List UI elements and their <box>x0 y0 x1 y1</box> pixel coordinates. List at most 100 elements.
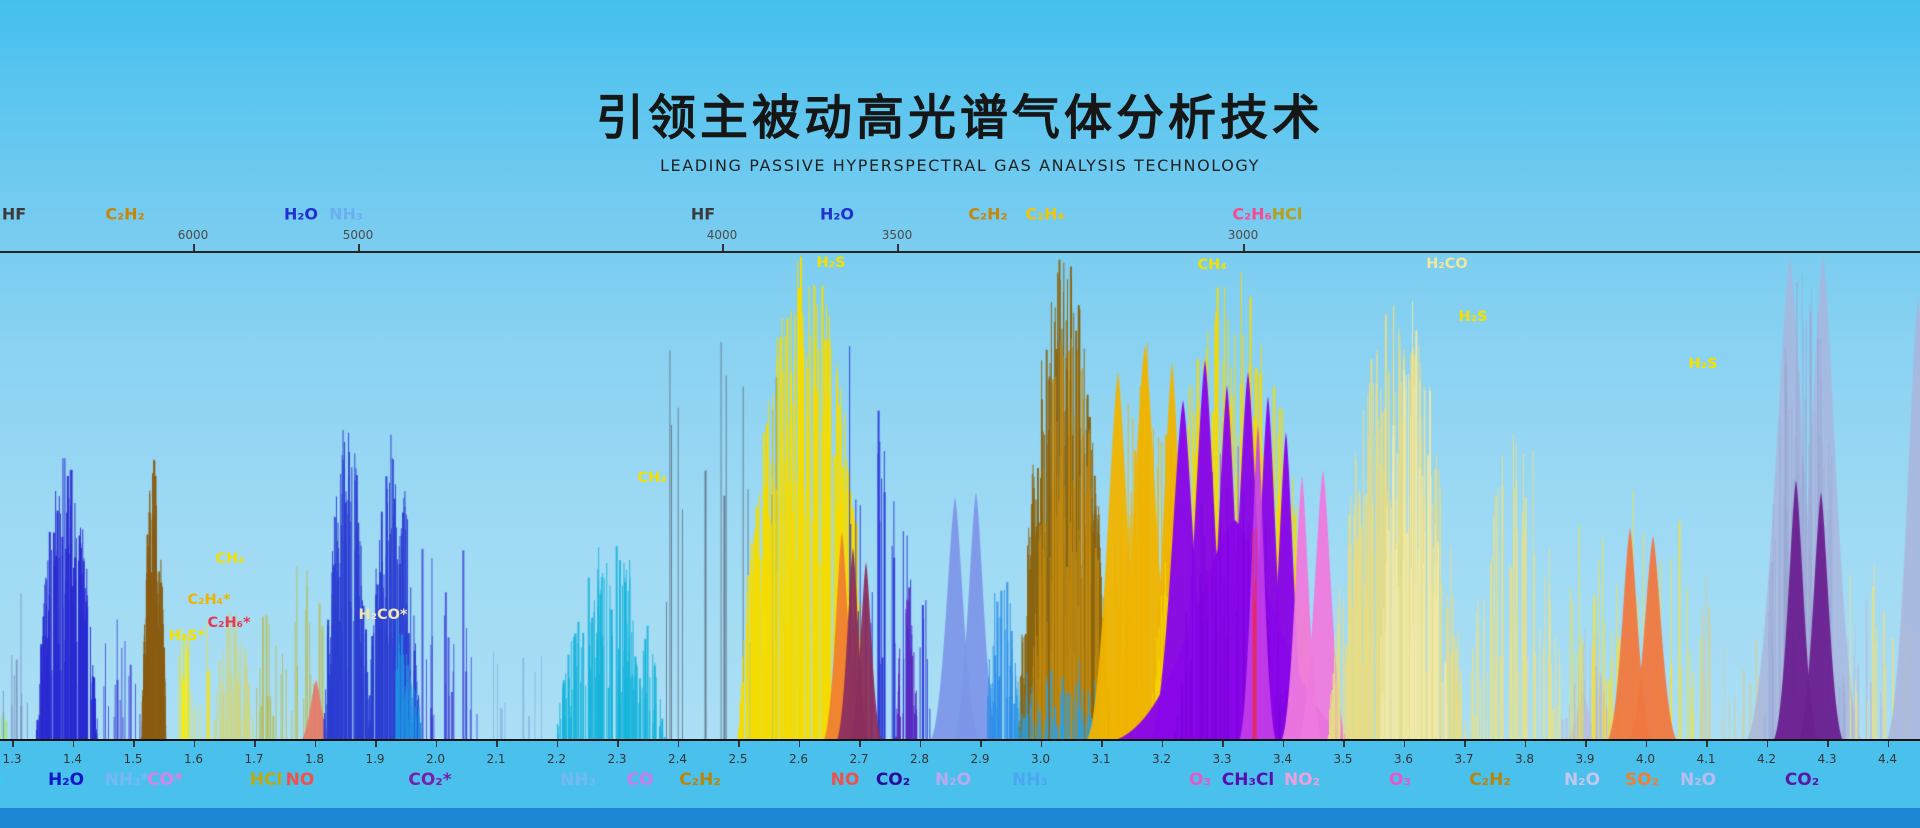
bottom-tick-mark <box>1827 741 1829 747</box>
bottom-tick-label: 2.8 <box>909 752 930 766</box>
bottom-gas-label: NH₃ <box>560 770 596 790</box>
bottom-tick-label: 2.0 <box>425 752 446 766</box>
bottom-tick-label: 1.8 <box>304 752 325 766</box>
top-tick-mark <box>897 244 899 251</box>
bottom-tick-mark <box>1524 741 1526 747</box>
bottom-tick-mark <box>556 741 558 747</box>
chart-gas-label: H₂S* <box>168 628 206 644</box>
top-gas-label: C₂H₂ <box>105 204 145 224</box>
bottom-gas-label: CO₂ <box>875 770 911 790</box>
bottom-tick-mark <box>1706 741 1708 747</box>
bottom-tick-mark <box>617 741 619 747</box>
bottom-tick-mark <box>1222 741 1224 747</box>
bottom-tick-label: 3.6 <box>1393 752 1414 766</box>
chart-gas-label: CH₄ <box>215 551 245 567</box>
bottom-gas-label: HCl <box>249 770 283 790</box>
bottom-tick-label: 3.3 <box>1212 752 1232 766</box>
bottom-tick-label: 4.1 <box>1696 752 1716 766</box>
top-tick-label: 3500 <box>881 228 913 242</box>
chart-gas-label: C₂H₆* <box>207 615 251 631</box>
bottom-bar <box>0 808 1920 828</box>
bottom-tick-mark <box>1645 741 1647 747</box>
bottom-gas-label: O₃ <box>1189 770 1211 790</box>
bottom-tick-mark <box>1766 741 1768 747</box>
bottom-tick-mark <box>314 741 316 747</box>
bottom-gas-label: NO <box>285 770 315 790</box>
top-gas-label: C₂H₂ <box>968 204 1008 224</box>
bottom-gas-label: CO₂ <box>1784 770 1820 790</box>
bottom-tick-mark <box>375 741 377 747</box>
bottom-tick-mark <box>798 741 800 747</box>
top-gas-label: HF <box>1 204 27 224</box>
top-gas-label: C₂H₆ <box>1232 204 1272 224</box>
top-tick-mark <box>193 244 195 251</box>
bottom-tick-label: 1.3 <box>2 752 22 766</box>
bottom-tick-label: 2.1 <box>486 752 506 766</box>
bottom-gas-label: N₂O <box>934 770 972 790</box>
top-tick-label: 3000 <box>1227 228 1259 242</box>
bottom-tick-mark <box>1403 741 1405 747</box>
bottom-tick-mark <box>496 741 498 747</box>
bottom-tick-mark <box>1887 741 1889 747</box>
bottom-tick-label: 3.5 <box>1333 752 1353 766</box>
bottom-tick-mark <box>72 741 74 747</box>
bottom-tick-mark <box>193 741 195 747</box>
bottom-gas-label: NH₃* <box>104 770 150 790</box>
bottom-tick-mark <box>12 741 14 747</box>
top-gas-label: HF <box>690 204 716 224</box>
top-tick-mark <box>1243 244 1245 251</box>
bottom-tick-mark <box>1101 741 1103 747</box>
bottom-tick-label: 1.7 <box>244 752 264 766</box>
bottom-tick-label: 4.4 <box>1877 752 1898 766</box>
bottom-tick-label: 3.0 <box>1030 752 1051 766</box>
bottom-tick-mark <box>738 741 740 747</box>
bottom-tick-label: 2.2 <box>546 752 567 766</box>
bottom-tick-mark <box>1282 741 1284 747</box>
bottom-gas-label: N₂O <box>1563 770 1601 790</box>
top-gas-label: H₂O <box>284 204 318 224</box>
bottom-tick-mark <box>133 741 135 747</box>
chart-gas-label: H₂S <box>1688 356 1718 372</box>
bottom-gas-label: NO <box>830 770 860 790</box>
bottom-tick-mark <box>1585 741 1587 747</box>
bottom-tick-mark <box>677 741 679 747</box>
bottom-tick-label: 4.2 <box>1756 752 1777 766</box>
top-tick-label: 5000 <box>342 228 374 242</box>
bottom-tick-label: 3.9 <box>1575 752 1595 766</box>
chart-gas-label: C₂H₄* <box>187 592 231 608</box>
chart-gas-label: CH₄ <box>637 470 667 486</box>
bottom-tick-label: 2.6 <box>788 752 809 766</box>
bottom-tick-label: 3.7 <box>1454 752 1474 766</box>
top-gas-label: HCl <box>1271 204 1303 224</box>
bottom-gas-label: CO <box>626 770 654 790</box>
chart-gas-label: H₂CO* <box>358 607 408 623</box>
bottom-gas-label: CH₃Cl <box>1221 770 1275 790</box>
top-gas-label: H₂O <box>820 204 854 224</box>
bottom-tick-label: 3.8 <box>1514 752 1535 766</box>
bottom-tick-label: 3.4 <box>1272 752 1293 766</box>
top-gas-label: C₂H₄ <box>1025 204 1065 224</box>
bottom-tick-mark <box>1161 741 1163 747</box>
bottom-tick-mark <box>1343 741 1345 747</box>
bottom-gas-label: CO* <box>147 770 183 790</box>
top-tick-label: 6000 <box>177 228 209 242</box>
bottom-tick-label: 2.9 <box>970 752 990 766</box>
bottom-tick-label: 4.3 <box>1817 752 1837 766</box>
top-axis-line <box>0 251 1920 253</box>
chart-gas-label: H₂CO <box>1426 256 1468 272</box>
top-tick-label: 4000 <box>706 228 738 242</box>
page-subtitle: LEADING PASSIVE HYPERSPECTRAL GAS ANALYS… <box>659 156 1261 175</box>
bottom-gas-label: N₂O <box>1679 770 1717 790</box>
bottom-tick-mark <box>254 741 256 747</box>
top-gas-label: NH₃ <box>329 204 363 224</box>
bottom-tick-label: 4.0 <box>1635 752 1656 766</box>
bottom-tick-label: 2.5 <box>728 752 748 766</box>
bottom-tick-mark <box>919 741 921 747</box>
bottom-tick-label: 2.7 <box>849 752 869 766</box>
bottom-gas-label: SO₂ <box>1624 770 1660 790</box>
bottom-gas-label: NO₂ <box>1283 770 1321 790</box>
page-title: 引领主被动高光谱气体分析技术 <box>595 90 1324 146</box>
chart-gas-label: CH₄ <box>1197 257 1227 273</box>
